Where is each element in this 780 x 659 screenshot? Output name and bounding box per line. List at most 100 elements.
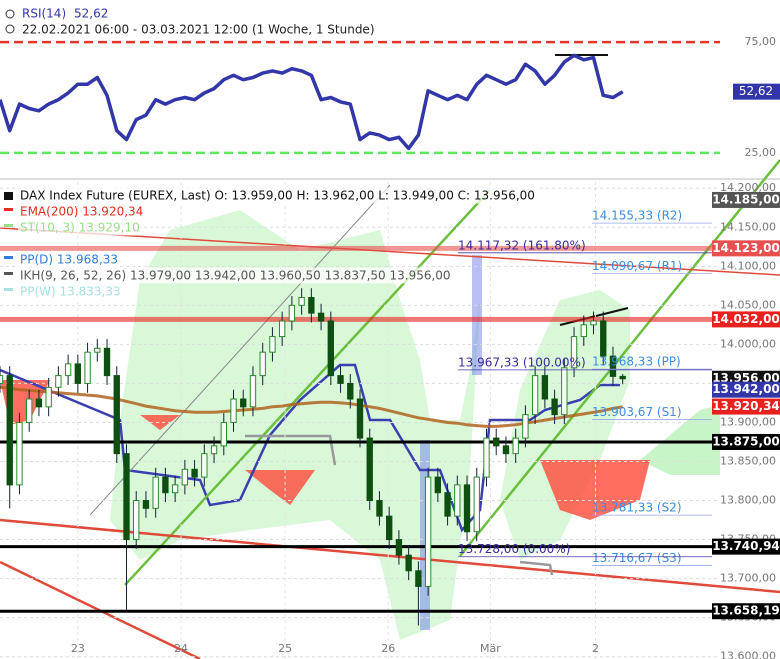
legend-entry: EMA(200) 13.920,34 bbox=[20, 205, 143, 219]
level-label: 14.185,00 bbox=[712, 192, 780, 206]
candle-body bbox=[561, 367, 568, 416]
y-tick-label: 14.100,00 bbox=[720, 259, 776, 272]
level-box bbox=[712, 538, 780, 555]
candle-body bbox=[454, 484, 461, 517]
candle-body bbox=[405, 554, 412, 572]
candle-body bbox=[64, 363, 72, 377]
candle-body bbox=[0, 375, 4, 384]
candle-body bbox=[26, 398, 33, 423]
y-tick-label: 13.900,00 bbox=[720, 415, 776, 428]
candle-body bbox=[600, 320, 607, 357]
y-tick-label: 25,00 bbox=[745, 146, 777, 159]
trend-line bbox=[459, 159, 780, 557]
candle-body bbox=[366, 437, 373, 502]
candle-body bbox=[308, 297, 315, 314]
icon bbox=[5, 9, 15, 19]
icon bbox=[5, 24, 15, 34]
candle-body bbox=[278, 320, 286, 338]
candle-body bbox=[473, 476, 480, 533]
legend-entry: DAX Index Future (EUREX, Last) O: 13.959… bbox=[20, 189, 535, 203]
candle-body bbox=[16, 421, 23, 486]
candle-body bbox=[347, 382, 354, 400]
x-tick-label: Mär bbox=[480, 642, 501, 655]
rsi-legend-value: 52,62 bbox=[74, 7, 108, 21]
candle-body bbox=[327, 320, 334, 377]
rsi-legend: RSI(14) bbox=[22, 7, 66, 21]
pivot-label: 13.716,67 (S3) bbox=[592, 551, 682, 565]
candle-body bbox=[376, 500, 383, 517]
level-box bbox=[712, 191, 780, 208]
candle-body bbox=[181, 468, 189, 486]
candle-body bbox=[609, 355, 617, 377]
cloud-red bbox=[140, 415, 180, 430]
candle-body bbox=[434, 476, 442, 494]
y-tick-label: 13.700,00 bbox=[720, 572, 776, 585]
level-box bbox=[712, 381, 780, 398]
legend-entry: PP(W) 13.833,33 bbox=[20, 285, 121, 299]
level-box bbox=[712, 603, 780, 620]
candle-body bbox=[356, 398, 364, 439]
x-tick-label: 23 bbox=[71, 642, 85, 655]
level-box bbox=[712, 311, 780, 328]
candle-body bbox=[415, 570, 422, 587]
y-tick-label: 13.850,00 bbox=[720, 454, 776, 467]
x-tick-label: 2 bbox=[592, 642, 599, 655]
candle-body bbox=[619, 375, 626, 380]
trend-line bbox=[124, 189, 491, 586]
candle-body bbox=[74, 363, 82, 384]
legend-key bbox=[4, 224, 13, 227]
y-tick-label: 14.000,00 bbox=[720, 337, 776, 350]
candle-body bbox=[171, 484, 179, 494]
date-range: 22.02.2021 06:00 - 03.03.2021 12:00 (1 W… bbox=[22, 23, 375, 37]
fibo-label: 13.728,00 (0.00%) bbox=[458, 542, 570, 556]
level-box bbox=[712, 433, 780, 450]
fibo-label: 13.967,33 (100.00%) bbox=[458, 355, 586, 369]
candle-body bbox=[531, 375, 539, 416]
candle-body bbox=[288, 304, 296, 322]
candle-body bbox=[444, 492, 451, 517]
candle-body bbox=[386, 515, 393, 541]
candle-body bbox=[45, 386, 52, 408]
level-label: 13.920,34 bbox=[712, 399, 780, 413]
candle-body bbox=[551, 398, 558, 416]
candle-body bbox=[298, 297, 305, 306]
candle-body bbox=[113, 375, 120, 455]
level-label: 13.658,19 bbox=[712, 604, 780, 618]
pivot-label: 14.155,33 (R2) bbox=[592, 209, 682, 223]
candle-body bbox=[220, 421, 227, 447]
level-label: 14.032,00 bbox=[712, 312, 780, 326]
candle-body bbox=[493, 437, 500, 447]
candle-body bbox=[162, 476, 169, 494]
trend-line bbox=[89, 184, 391, 516]
legend-bg bbox=[18, 219, 142, 236]
level-label: 14.123,00 bbox=[712, 241, 780, 255]
level-label: 13.875,00 bbox=[712, 434, 780, 448]
candle-body bbox=[123, 453, 130, 541]
pivot-label: 13.968,33 (PP) bbox=[592, 355, 681, 369]
legend-entry: IKH(9, 26, 52, 26) 13.979,00 13.942,00 1… bbox=[20, 269, 451, 283]
candle-body bbox=[84, 351, 91, 384]
fibo-label: 14.117,32 (161.80%) bbox=[458, 238, 586, 252]
value-box bbox=[733, 83, 780, 100]
x-tick-label: 24 bbox=[174, 642, 188, 655]
x-tick-label: 26 bbox=[381, 642, 395, 655]
candle-body bbox=[502, 445, 510, 455]
candle-body bbox=[191, 468, 198, 478]
candle-body bbox=[240, 398, 247, 408]
candle-body bbox=[512, 437, 519, 455]
legend-bg bbox=[18, 203, 146, 220]
plot: 75,0025,0052,6213.600,0013.650,0013.700,… bbox=[0, 35, 780, 659]
legend-key bbox=[4, 256, 13, 259]
candle-body bbox=[6, 375, 13, 486]
level-box bbox=[712, 398, 780, 415]
trend-line bbox=[0, 518, 780, 594]
legend-entry: ST(10, 3) 13.929,10 bbox=[20, 221, 140, 235]
legend-entry: PP(D) 13.968,33 bbox=[20, 253, 118, 267]
y-tick-label: 13.600,00 bbox=[720, 650, 776, 659]
cloud-band bbox=[640, 405, 720, 475]
candle-body bbox=[55, 375, 62, 388]
ema-line bbox=[0, 385, 623, 428]
candle-body bbox=[337, 375, 344, 384]
candle-body bbox=[570, 336, 578, 369]
